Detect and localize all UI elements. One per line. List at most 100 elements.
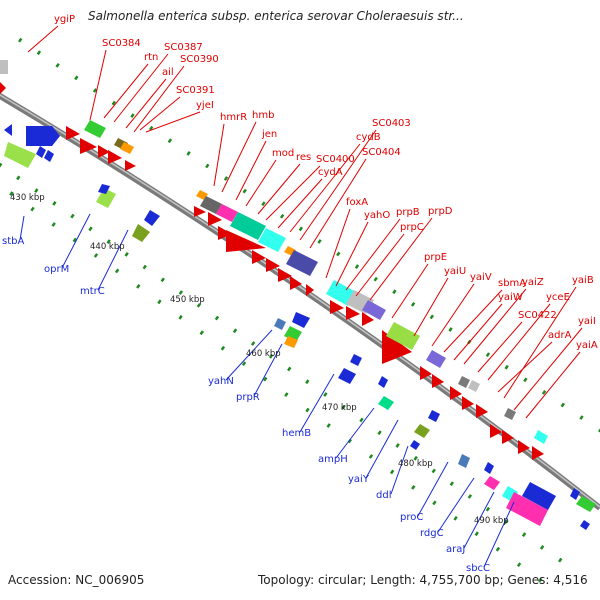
gene-arrow[interactable] — [378, 376, 388, 388]
gene-arrow[interactable] — [98, 184, 110, 194]
forward-gene-label[interactable]: SC0403 — [372, 118, 411, 129]
gene-arrow[interactable] — [576, 496, 596, 512]
gene-arrow[interactable] — [502, 430, 514, 444]
gene-arrow[interactable] — [350, 354, 362, 366]
gene-arrow[interactable] — [306, 284, 314, 296]
gene-arrow[interactable] — [330, 300, 344, 314]
forward-gene-label[interactable]: SC0400 — [316, 154, 355, 165]
forward-gene-label[interactable]: yaiU — [444, 266, 466, 277]
feature-block[interactable] — [362, 300, 386, 320]
gene-arrow[interactable] — [44, 150, 54, 162]
gene-arrow[interactable] — [458, 454, 470, 468]
forward-gene-label[interactable]: SC0390 — [180, 54, 219, 65]
forward-gene-label[interactable]: cydB — [356, 132, 381, 143]
forward-gene-label[interactable]: sbmA — [498, 278, 526, 289]
feature-block[interactable] — [504, 408, 516, 420]
forward-gene-label[interactable]: hmb — [252, 110, 274, 121]
reverse-gene-label[interactable]: rdgC — [420, 528, 444, 539]
feature-block[interactable] — [286, 250, 318, 276]
gene-arrow[interactable] — [410, 440, 420, 450]
reverse-gene-label[interactable]: stbA — [2, 236, 24, 247]
forward-gene-label[interactable]: yaiB — [572, 275, 594, 286]
forward-gene-label[interactable]: rtn — [144, 52, 158, 63]
forward-gene-label[interactable]: yaiZ — [522, 277, 544, 288]
feature-block[interactable] — [386, 322, 420, 350]
forward-gene-label[interactable]: ail — [162, 67, 174, 78]
feature-block[interactable] — [196, 190, 208, 200]
forward-gene-label[interactable]: ygiP — [54, 14, 75, 25]
feature-block[interactable] — [468, 380, 480, 392]
feature-block[interactable] — [216, 204, 238, 222]
gene-arrow[interactable] — [414, 424, 430, 438]
gene-arrow[interactable] — [0, 80, 6, 96]
gene-arrow[interactable] — [378, 396, 394, 410]
gene-arrow[interactable] — [506, 492, 548, 526]
forward-gene-label[interactable]: res — [296, 152, 311, 163]
feature-block[interactable] — [230, 212, 266, 240]
gene-arrow[interactable] — [132, 224, 150, 242]
forward-gene-label[interactable]: prpB — [396, 207, 420, 218]
reverse-gene-label[interactable]: yahN — [208, 376, 234, 387]
forward-gene-label[interactable]: cydA — [318, 167, 343, 178]
gene-arrow[interactable] — [218, 226, 232, 240]
gene-arrow[interactable] — [252, 250, 266, 264]
gene-arrow[interactable] — [382, 330, 412, 364]
gene-arrow[interactable] — [144, 210, 160, 226]
forward-gene-label[interactable]: prpD — [428, 206, 453, 217]
forward-gene-label[interactable]: yjeI — [196, 100, 214, 111]
forward-gene-label[interactable]: SC0391 — [176, 85, 215, 96]
gene-arrow[interactable] — [208, 212, 222, 226]
gene-arrow[interactable] — [490, 424, 502, 438]
feature-block[interactable] — [258, 228, 286, 252]
forward-gene-label[interactable]: SC0387 — [164, 42, 203, 53]
gene-arrow[interactable] — [462, 396, 474, 410]
forward-gene-label[interactable]: hmrR — [220, 112, 247, 123]
reverse-gene-label[interactable]: ddl — [376, 490, 391, 501]
feature-block[interactable] — [534, 430, 548, 444]
gene-arrow[interactable] — [450, 386, 462, 400]
gene-arrow[interactable] — [522, 482, 556, 510]
gene-arrow[interactable] — [194, 206, 206, 217]
feature-block[interactable] — [426, 350, 446, 368]
forward-gene-label[interactable]: foxA — [346, 197, 368, 208]
reverse-gene-label[interactable]: mtrC — [80, 286, 105, 297]
gene-arrow[interactable] — [362, 312, 374, 326]
gene-arrow[interactable] — [428, 410, 440, 422]
gene-arrow[interactable] — [518, 440, 530, 454]
reverse-gene-label[interactable]: yaiY — [348, 474, 370, 485]
forward-gene-label[interactable]: SC0404 — [362, 147, 401, 158]
gene-arrow[interactable] — [4, 124, 12, 136]
forward-gene-label[interactable]: jen — [261, 129, 277, 140]
forward-gene-label[interactable]: SC0384 — [102, 38, 141, 49]
gene-arrow[interactable] — [36, 146, 46, 158]
gene-arrow[interactable] — [66, 126, 80, 140]
forward-gene-label[interactable]: SC0422 — [518, 310, 557, 321]
feature-block[interactable] — [326, 280, 356, 306]
forward-gene-label[interactable]: prpE — [424, 252, 447, 263]
forward-gene-label[interactable]: yaiW — [498, 292, 523, 303]
reverse-gene-label[interactable]: proC — [400, 512, 423, 523]
forward-gene-label[interactable]: yaiA — [576, 340, 598, 351]
feature-block[interactable] — [458, 376, 470, 388]
feature-block[interactable] — [200, 196, 222, 214]
forward-gene-label[interactable]: mod — [272, 148, 294, 159]
gene-arrow[interactable] — [80, 138, 97, 154]
gene-arrow[interactable] — [98, 145, 110, 158]
gene-arrow[interactable] — [292, 312, 310, 328]
gene-arrow[interactable] — [96, 188, 116, 208]
gene-arrow[interactable] — [266, 258, 280, 272]
forward-gene-label[interactable]: yahO — [364, 210, 390, 221]
gene-arrow[interactable] — [290, 276, 302, 290]
reverse-gene-label[interactable]: prpR — [236, 392, 260, 403]
forward-gene-label[interactable]: yceE — [546, 292, 570, 303]
gene-arrow[interactable] — [484, 462, 494, 474]
gene-arrow[interactable] — [125, 160, 136, 171]
forward-gene-label[interactable]: adrA — [548, 330, 572, 341]
feature-block[interactable] — [120, 142, 134, 154]
reverse-gene-label[interactable]: sbcC — [466, 563, 490, 574]
reverse-gene-label[interactable]: ampH — [318, 454, 348, 465]
forward-gene-label[interactable]: yaiI — [578, 316, 596, 327]
gene-arrow[interactable] — [108, 150, 122, 164]
forward-gene-label[interactable]: yaiV — [470, 272, 492, 283]
gene-arrow[interactable] — [284, 336, 298, 348]
